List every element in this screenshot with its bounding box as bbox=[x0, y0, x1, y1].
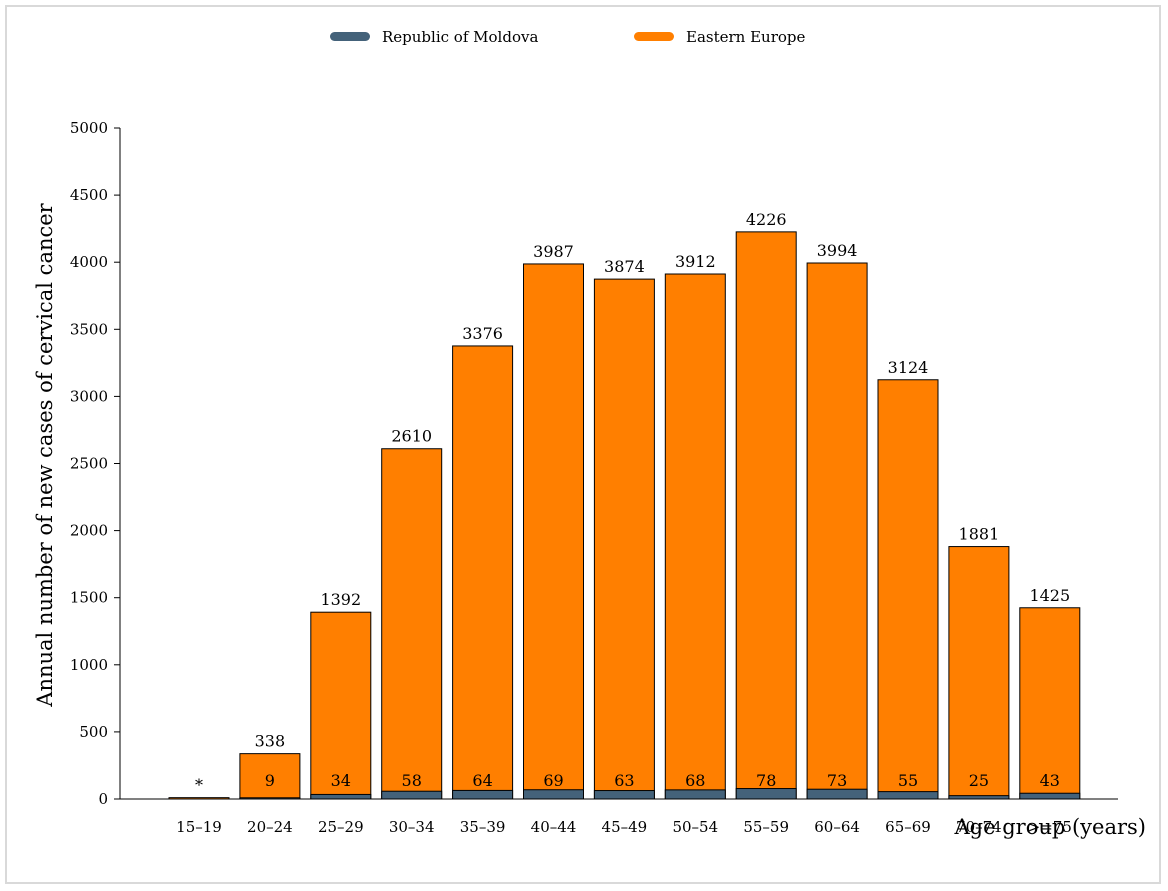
x-tick-label: 65–69 bbox=[885, 818, 931, 836]
value-label-eastern-europe: 1392 bbox=[320, 590, 361, 609]
legend-label-moldova: Republic of Moldova bbox=[382, 28, 538, 46]
value-label-eastern-europe: 3874 bbox=[604, 257, 645, 276]
bar-moldova bbox=[664, 789, 726, 800]
bar-group: * bbox=[168, 776, 230, 800]
value-label-moldova: 25 bbox=[969, 771, 989, 790]
bar-moldova bbox=[381, 790, 443, 800]
bar-eastern-europe bbox=[310, 611, 372, 800]
value-label-eastern-europe: 3987 bbox=[533, 242, 574, 261]
value-label-moldova: 63 bbox=[614, 771, 634, 790]
y-tick-label: 500 bbox=[79, 723, 108, 741]
value-label-moldova: 64 bbox=[472, 771, 492, 790]
x-tick-label: 40–44 bbox=[531, 818, 577, 836]
legend-swatch-moldova bbox=[330, 32, 370, 41]
y-tick-label: 2500 bbox=[70, 455, 108, 473]
legend: Republic of Moldova Eastern Europe bbox=[330, 28, 806, 46]
value-label-moldova: 73 bbox=[827, 771, 847, 790]
y-tick-label: 1500 bbox=[70, 589, 108, 607]
bar-moldova bbox=[452, 789, 514, 800]
bar-eastern-europe bbox=[452, 345, 514, 800]
bar-moldova bbox=[735, 788, 797, 800]
y-tick-label: 3500 bbox=[70, 320, 108, 338]
y-tick-label: 5000 bbox=[70, 119, 108, 137]
bar-moldova bbox=[806, 788, 868, 800]
value-label-eastern-europe: 2610 bbox=[391, 427, 432, 446]
bar-group: 1881 25 bbox=[948, 525, 1010, 800]
value-label-eastern-europe: 4226 bbox=[746, 210, 787, 229]
y-tick-label: 4500 bbox=[70, 186, 108, 204]
x-tick-label: 60–64 bbox=[814, 818, 860, 836]
bar-moldova bbox=[523, 789, 584, 800]
bar-moldova bbox=[877, 791, 939, 800]
x-tick-label: 15–19 bbox=[176, 818, 222, 836]
bar-moldova bbox=[593, 790, 655, 800]
bars: * 338 9 1392 34 2610 58 3376 64 3987 69 3874 63 3912 6… bbox=[168, 210, 1081, 800]
bar-group: 338 9 bbox=[239, 732, 301, 800]
value-label-moldova: 9 bbox=[265, 771, 275, 790]
y-tick-label: 4000 bbox=[70, 253, 108, 271]
x-tick-label: 30–34 bbox=[389, 818, 435, 836]
y-tick-label: 2000 bbox=[70, 522, 108, 540]
legend-swatch-eastern-europe bbox=[634, 32, 674, 41]
bar-group: 3912 68 bbox=[664, 252, 726, 800]
bar-moldova bbox=[948, 795, 1010, 800]
value-label-moldova: 58 bbox=[402, 771, 422, 790]
x-tick-label: 45–49 bbox=[602, 818, 648, 836]
bar-group: 3376 64 bbox=[452, 324, 514, 800]
bar-eastern-europe bbox=[664, 273, 726, 800]
bar-group: 2610 58 bbox=[381, 427, 443, 800]
x-tick-label: 35–39 bbox=[460, 818, 506, 836]
value-label-eastern-europe: * bbox=[195, 776, 203, 795]
x-tick-label: 55–59 bbox=[743, 818, 789, 836]
x-tick-label: 25–29 bbox=[318, 818, 364, 836]
bar-group: 3994 73 bbox=[806, 241, 868, 800]
x-tick-label: >=75 bbox=[1028, 818, 1072, 836]
value-label-eastern-europe: 1425 bbox=[1029, 586, 1070, 605]
x-tick-label: 20–24 bbox=[247, 818, 293, 836]
value-label-eastern-europe: 3376 bbox=[462, 324, 503, 343]
bar-eastern-europe bbox=[1019, 607, 1081, 800]
legend-label-eastern-europe: Eastern Europe bbox=[686, 28, 806, 46]
bar-eastern-europe bbox=[948, 546, 1010, 800]
bar-eastern-europe bbox=[523, 263, 584, 800]
y-tick-label: 1000 bbox=[70, 656, 108, 674]
x-axis-title: Age group (years) bbox=[954, 815, 1147, 839]
bar-eastern-europe bbox=[735, 231, 797, 800]
bar-eastern-europe bbox=[806, 262, 868, 800]
x-axis: 15–19 20–24 25–29 30–34 35–39 40–44 45–49 50–54… bbox=[120, 798, 1118, 836]
value-label-moldova: 78 bbox=[756, 771, 776, 790]
bar-eastern-europe bbox=[239, 753, 301, 800]
bar-moldova bbox=[1019, 792, 1081, 800]
bar-eastern-europe bbox=[877, 379, 939, 800]
value-label-moldova: 68 bbox=[685, 771, 705, 790]
bar-group: 4226 78 bbox=[735, 210, 797, 800]
value-label-moldova: 55 bbox=[898, 771, 918, 790]
bar-group: 3124 55 bbox=[877, 358, 939, 800]
y-tick-label: 0 bbox=[98, 790, 108, 808]
y-axis: 0 500 1000 1500 2000 2500 3000 3500 4000 4500 5000 bbox=[70, 119, 121, 808]
value-label-moldova: 34 bbox=[331, 771, 351, 790]
bar-group: 1392 34 bbox=[310, 590, 372, 800]
bar-moldova bbox=[310, 793, 372, 800]
y-tick-label: 3000 bbox=[70, 387, 108, 405]
value-label-eastern-europe: 338 bbox=[255, 732, 286, 751]
value-label-moldova: 69 bbox=[543, 771, 563, 790]
bar-eastern-europe bbox=[593, 278, 655, 800]
bar-group: 1425 43 bbox=[1019, 586, 1081, 800]
value-label-moldova: 43 bbox=[1040, 771, 1060, 790]
bar-group: 3987 69 bbox=[523, 242, 584, 800]
value-label-eastern-europe: 3124 bbox=[888, 358, 929, 377]
x-tick-label: 70–74 bbox=[956, 818, 1002, 836]
value-label-eastern-europe: 3994 bbox=[817, 241, 858, 260]
bar-group: 3874 63 bbox=[593, 257, 655, 800]
value-label-eastern-europe: 1881 bbox=[959, 525, 1000, 544]
value-label-eastern-europe: 3912 bbox=[675, 252, 716, 271]
x-tick-label: 50–54 bbox=[672, 818, 718, 836]
y-axis-title: Annual number of new cases of cervical c… bbox=[33, 202, 57, 707]
bar-eastern-europe bbox=[381, 448, 443, 800]
